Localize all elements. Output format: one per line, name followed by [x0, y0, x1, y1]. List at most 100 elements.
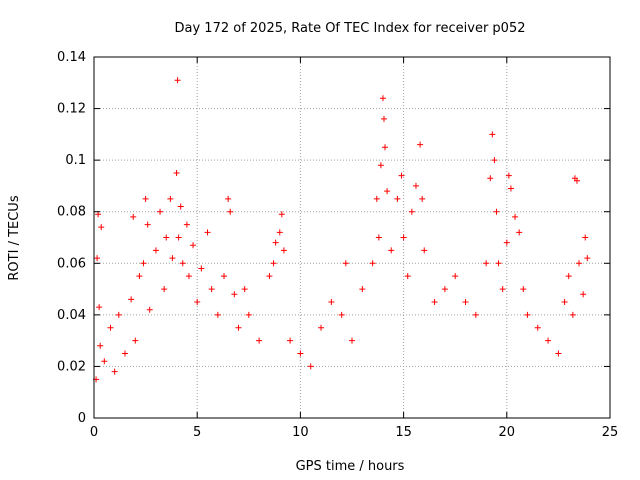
data-point [130, 213, 137, 220]
data-point [177, 203, 184, 210]
data-point [408, 208, 415, 215]
plot-frame [93, 56, 611, 419]
y-tick-label: 0.08 [57, 205, 86, 220]
data-point [404, 273, 411, 280]
data-point [388, 247, 395, 254]
y-tick-label: 0.02 [57, 359, 86, 374]
data-point [225, 195, 232, 202]
data-point [97, 342, 104, 349]
data-point [276, 229, 283, 236]
data-point [245, 311, 252, 318]
chart-title: Day 172 of 2025, Rate Of TEC Index for r… [175, 21, 526, 36]
x-tick-label: 25 [602, 425, 619, 440]
data-point [487, 175, 494, 182]
data-point [175, 234, 182, 241]
data-point [373, 195, 380, 202]
data-point [472, 311, 479, 318]
data-point [214, 311, 221, 318]
data-point [128, 296, 135, 303]
data-point [483, 260, 490, 267]
data-point [144, 221, 151, 228]
data-point [417, 141, 424, 148]
data-point [452, 273, 459, 280]
data-point [503, 239, 510, 246]
data-point [565, 273, 572, 280]
x-tick-label: 15 [395, 425, 412, 440]
data-point [507, 185, 514, 192]
data-point [493, 208, 500, 215]
data-point [349, 337, 355, 344]
data-point [462, 298, 469, 305]
data-point [555, 350, 562, 357]
data-point [380, 115, 387, 122]
data-point [270, 260, 277, 267]
data-point [318, 324, 325, 331]
data-point [241, 286, 248, 293]
data-point [161, 286, 168, 293]
x-tick-label: 5 [193, 425, 201, 440]
data-point [398, 172, 405, 179]
data-point [524, 311, 531, 318]
data-point [359, 286, 366, 293]
data-point [499, 286, 506, 293]
data-point [235, 324, 242, 331]
data-point [266, 273, 273, 280]
y-axis-label: ROTI / TECUs [7, 195, 22, 280]
data-point [584, 255, 591, 262]
data-point [328, 298, 335, 305]
data-point [107, 324, 114, 331]
grid-lines [94, 57, 610, 418]
data-point [146, 306, 153, 313]
data-point [297, 350, 304, 357]
data-point [287, 337, 294, 344]
x-tick-label: 20 [499, 425, 516, 440]
data-point [157, 208, 164, 215]
data-point [142, 195, 149, 202]
x-tick-label: 0 [90, 425, 98, 440]
data-point [412, 182, 419, 189]
data-point [512, 213, 519, 220]
y-tick-label: 0.06 [57, 256, 86, 271]
data-point [441, 286, 448, 293]
y-tick-label: 0.12 [57, 102, 86, 117]
y-tick-label: 0.1 [65, 153, 86, 168]
y-tick-label: 0 [78, 411, 86, 426]
data-point [582, 234, 589, 241]
data-point [94, 255, 101, 262]
axis-ticks: 0 5 10 15 20 25 0 0.02 0.04 0.06 0.08 0.1 0.12 0.14 [57, 50, 618, 440]
data-point [169, 255, 176, 262]
data-point [280, 247, 287, 254]
data-point [534, 324, 541, 331]
data-point [136, 273, 143, 280]
data-point [121, 350, 128, 357]
data-point [491, 157, 498, 164]
data-point [307, 363, 314, 370]
data-point [545, 337, 552, 344]
x-tick-label: 10 [292, 425, 309, 440]
data-point [278, 211, 285, 218]
data-point [384, 188, 391, 195]
data-point [520, 286, 527, 293]
data-point [98, 224, 105, 231]
data-point [185, 273, 192, 280]
data-point [421, 247, 428, 254]
data-point [338, 311, 345, 318]
data-point [377, 162, 384, 169]
data-point [379, 95, 386, 102]
data-point [227, 208, 234, 215]
data-point [431, 298, 438, 305]
data-point [167, 195, 174, 202]
data-point [152, 247, 159, 254]
data-point [183, 221, 190, 228]
data-point [505, 172, 512, 179]
data-point [163, 234, 170, 241]
data-point [561, 298, 568, 305]
data-point [272, 239, 279, 246]
data-point [231, 291, 238, 298]
data-point [394, 195, 401, 202]
data-point [96, 304, 103, 311]
data-point [256, 337, 263, 344]
data-point [204, 229, 211, 236]
